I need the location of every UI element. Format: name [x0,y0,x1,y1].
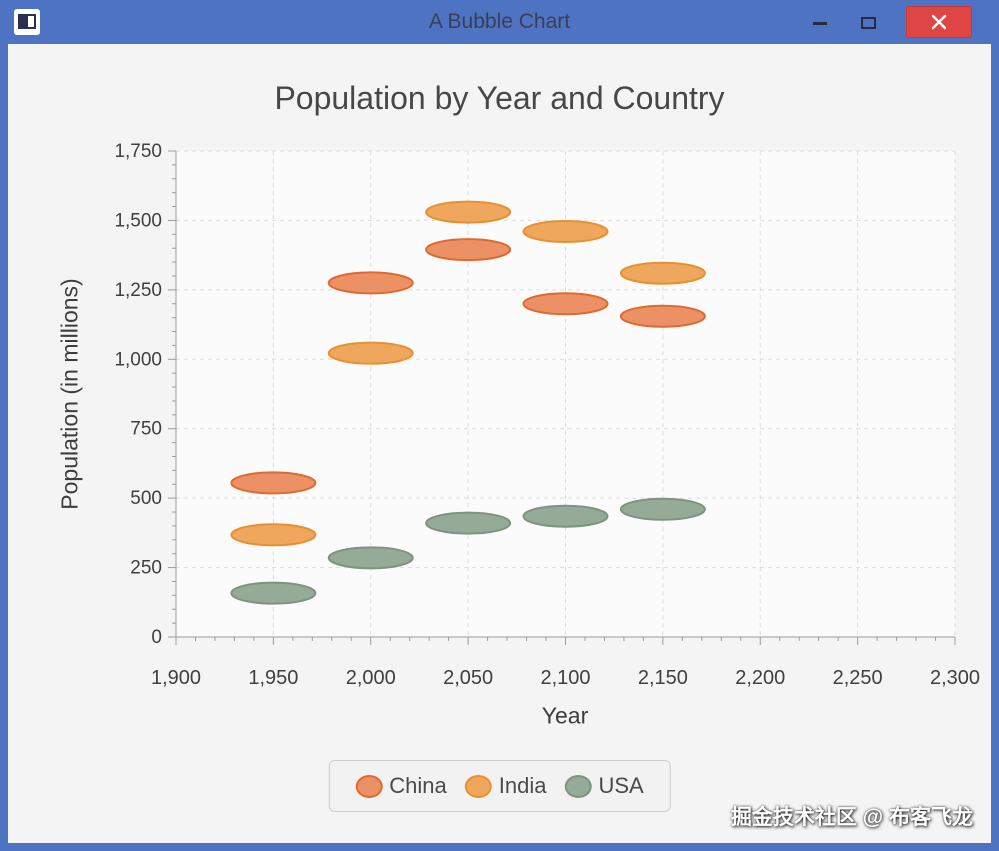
bubble-usa-2100 [522,504,609,528]
x-tick-label: 2,300 [930,667,980,689]
x-tick-label: 2,150 [638,667,688,689]
app-icon[interactable] [14,9,40,35]
x-tick-label: 2,050 [443,667,493,689]
x-tick-label: 2,200 [735,667,785,689]
legend-label-india: India [498,773,547,798]
y-tick-label: 0 [151,627,162,648]
bubble-india-1950 [230,523,317,547]
bubble-china-2100 [522,292,609,316]
y-axis-label: Population (in millions) [56,278,83,510]
legend-item-usa: USA [564,773,644,799]
bubble-usa-1950 [230,581,317,605]
maximize-icon [860,17,876,29]
x-tick-label: 1,950 [248,667,298,689]
titlebar[interactable]: A Bubble Chart [0,0,999,44]
bubble-usa-2000 [327,546,414,570]
x-tick-label: 2,000 [346,667,396,689]
chart-panel: 1,900 1,950 2,000 2,050 2,100 2,150 2,200 2,250… [8,44,991,843]
chart-title: Population by Year and Country [274,80,725,116]
maximize-button[interactable] [850,8,886,38]
legend-label-usa: USA [598,773,644,798]
bubble-india-2100 [522,220,609,244]
legend-item-india: India [464,773,547,799]
bubble-india-2000 [327,341,414,365]
y-tick-label: 1,750 [114,141,162,162]
bubble-usa-2050 [425,511,512,535]
legend-marker-usa [564,774,592,798]
minimize-button[interactable] [802,8,838,38]
y-tick-label: 1,000 [114,349,162,370]
bubble-china-1950 [230,471,317,495]
x-tick-label: 2,100 [540,667,590,689]
bubble-chart-plot: 1,900 1,950 2,000 2,050 2,100 2,150 2,200 2,250… [114,141,980,689]
bubble-usa-2150 [619,497,706,521]
watermark: 掘金技术社区 @ 布客飞龙 [730,806,973,829]
bubble-india-2150 [619,261,706,285]
y-tick-label: 750 [130,419,162,440]
x-axis-label: Year [541,702,589,729]
bubble-china-2000 [327,271,414,295]
bubble-india-2050 [425,200,512,224]
close-icon [931,14,947,30]
legend-label-china: China [389,773,447,798]
x-tick-label: 2,250 [833,667,883,689]
window-icon [14,9,40,35]
y-tick-label: 1,500 [114,210,162,231]
legend-item-china: China [355,773,447,799]
bubble-china-2150 [619,304,706,328]
window-title: A Bubble Chart [428,10,571,33]
y-tick-label: 250 [130,558,162,579]
chart-legend: China India USA [328,760,671,812]
legend-marker-india [464,774,492,798]
legend-marker-china [355,774,383,798]
minimize-icon [813,21,827,25]
y-tick-label: 1,250 [114,280,162,301]
y-tick-label: 500 [130,488,162,509]
x-tick-label: 1,900 [151,667,201,689]
close-button[interactable] [906,6,972,38]
bubble-china-2050 [425,238,512,262]
